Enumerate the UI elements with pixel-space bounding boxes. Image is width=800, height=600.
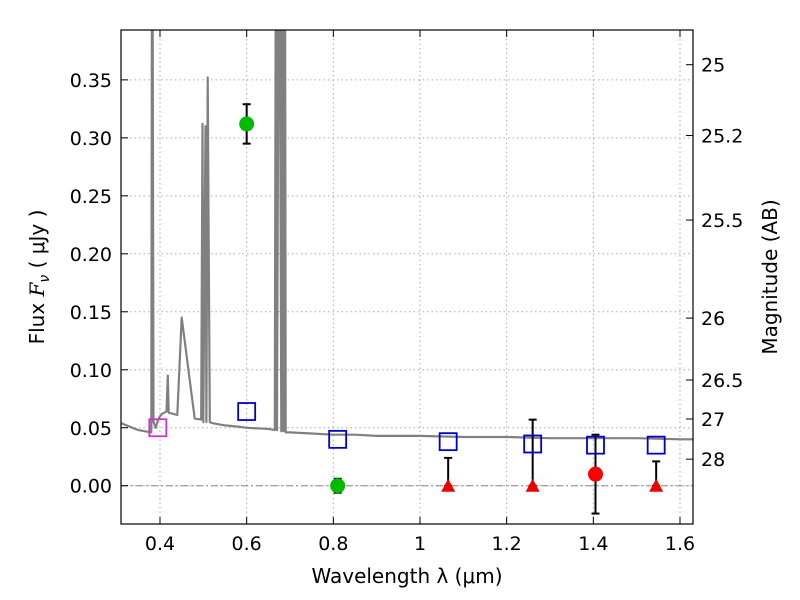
detection-point	[588, 466, 603, 482]
upper-limit-triangle	[525, 478, 540, 492]
y-tick-label: 0.20	[70, 244, 112, 266]
y-tick-label: 0.30	[70, 128, 112, 150]
x-axis-title: Wavelength λ (μm)	[311, 564, 502, 588]
plot-frame	[120, 29, 694, 525]
x-tick-label: 1	[414, 533, 426, 555]
x-tick-label: 1.2	[492, 533, 522, 555]
axis-ticks	[121, 30, 693, 524]
y-axis-title: Flux Fν ( μJy )	[25, 210, 53, 345]
y-axis-title-subscript: ν	[37, 275, 53, 283]
y-tick-label: 0.10	[70, 360, 112, 382]
mag-tick-label: 25.2	[701, 126, 743, 148]
y2-axis-title: Magnitude (AB)	[758, 199, 782, 354]
mag-tick-label: 27	[701, 409, 725, 431]
model-band-square	[237, 402, 257, 421]
mag-tick-label: 26.5	[701, 370, 743, 392]
mag-tick-label: 28	[701, 449, 725, 471]
y-tick-label: 0.35	[70, 70, 112, 92]
model-band-square	[523, 434, 543, 454]
x-tick-label: 0.8	[318, 533, 348, 555]
x-tick-label: 0.6	[232, 533, 262, 555]
y-tick-label: 0.15	[70, 302, 112, 324]
y-tick-label: 0.00	[70, 476, 112, 498]
model-band-square	[586, 435, 605, 455]
data-marks	[148, 103, 666, 515]
mag-tick-label: 25	[701, 55, 725, 77]
y-axis-title-unit: ( μJy )	[25, 210, 49, 275]
y-axis-title-prefix: Flux	[25, 296, 49, 344]
detection-point	[239, 116, 255, 132]
template-spectrum-line	[121, 30, 693, 441]
model-band-square	[148, 418, 168, 438]
upper-limit-triangle	[649, 478, 664, 492]
mag-tick-label: 25.5	[701, 210, 743, 232]
y-tick-label: 0.05	[70, 418, 112, 440]
model-band-square	[328, 429, 348, 449]
detection-point	[330, 478, 346, 494]
x-tick-label: 1.6	[665, 533, 695, 555]
tick-labels: 0.4 0.6 0.8 1 1.2 1.4 1.6 0.00 0.05 0.10 0.15 0.20 0…	[70, 55, 744, 555]
mag-tick-label: 26	[701, 308, 725, 330]
model-band-square	[438, 432, 458, 452]
x-tick-label: 1.4	[578, 533, 608, 555]
model-band-square	[646, 435, 666, 455]
x-tick-label: 0.4	[145, 533, 175, 555]
y-axis-title-symbol: F	[25, 281, 49, 297]
y-tick-label: 0.25	[70, 186, 112, 208]
plot-background	[121, 30, 693, 524]
upper-limit-triangle	[441, 478, 456, 492]
